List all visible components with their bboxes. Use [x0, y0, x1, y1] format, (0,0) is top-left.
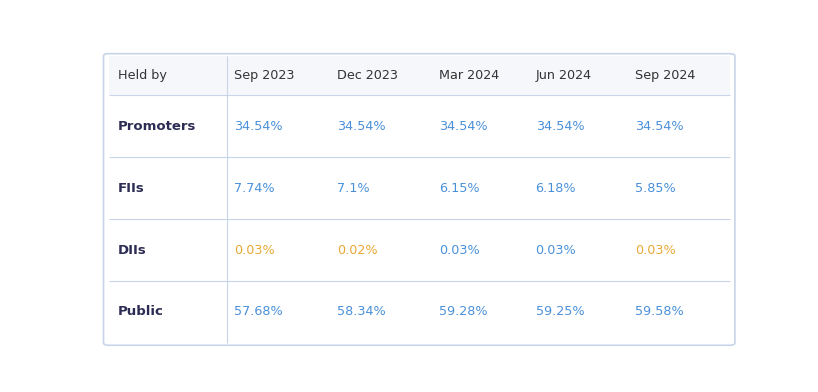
Text: Dec 2023: Dec 2023	[337, 69, 398, 82]
Text: 6.15%: 6.15%	[439, 181, 480, 195]
Text: 6.18%: 6.18%	[536, 181, 576, 195]
Text: Sep 2023: Sep 2023	[234, 69, 294, 82]
Text: DIIs: DIIs	[118, 243, 147, 256]
Text: Mar 2024: Mar 2024	[439, 69, 500, 82]
Text: Jun 2024: Jun 2024	[536, 69, 591, 82]
Text: 58.34%: 58.34%	[337, 305, 385, 318]
Text: 0.03%: 0.03%	[439, 243, 480, 256]
Text: 34.54%: 34.54%	[635, 120, 684, 133]
Text: Promoters: Promoters	[118, 120, 196, 133]
Text: 0.02%: 0.02%	[337, 243, 377, 256]
Text: 7.1%: 7.1%	[337, 181, 370, 195]
Text: 0.03%: 0.03%	[234, 243, 275, 256]
Text: 34.54%: 34.54%	[234, 120, 283, 133]
Text: FIIs: FIIs	[118, 181, 145, 195]
Text: Held by: Held by	[118, 69, 167, 82]
Text: 5.85%: 5.85%	[635, 181, 676, 195]
Text: 59.58%: 59.58%	[635, 305, 684, 318]
Text: 34.54%: 34.54%	[439, 120, 488, 133]
Text: 0.03%: 0.03%	[536, 243, 577, 256]
Text: Sep 2024: Sep 2024	[635, 69, 695, 82]
Text: 7.74%: 7.74%	[234, 181, 275, 195]
Bar	[109, 56, 730, 95]
Text: 34.54%: 34.54%	[536, 120, 584, 133]
Text: 34.54%: 34.54%	[337, 120, 385, 133]
Text: 59.25%: 59.25%	[536, 305, 584, 318]
FancyBboxPatch shape	[104, 54, 735, 345]
Text: Public: Public	[118, 305, 164, 318]
Text: 57.68%: 57.68%	[234, 305, 283, 318]
Text: 59.28%: 59.28%	[439, 305, 488, 318]
Text: 0.03%: 0.03%	[635, 243, 676, 256]
